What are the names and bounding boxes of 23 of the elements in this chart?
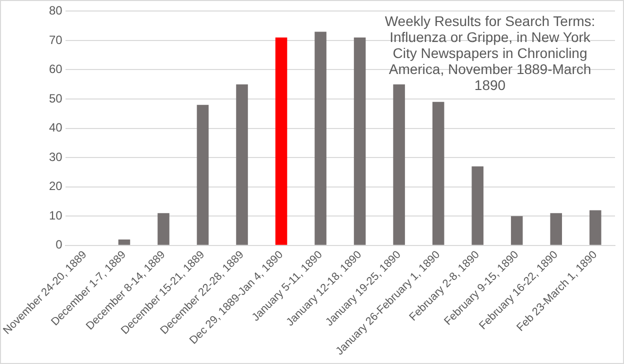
y-tick-label: 40	[48, 120, 63, 135]
bar	[432, 102, 444, 245]
y-tick-label: 20	[48, 179, 63, 194]
bar	[118, 240, 130, 245]
bar	[236, 84, 248, 245]
bar	[196, 104, 209, 245]
bar	[550, 213, 562, 245]
bar	[393, 84, 405, 245]
y-tick-label: 60	[48, 62, 63, 76]
bar	[472, 166, 484, 245]
y-tick-label: 50	[48, 91, 63, 106]
bar	[510, 216, 523, 245]
bar	[314, 32, 326, 245]
bar	[354, 38, 366, 245]
y-tick-label: 30	[48, 150, 63, 164]
text: Weekly Results for Search Terms: Influenza or Grippe, in New York City Newspapers in Chronicling America, November 1889-March 1890	[384, 13, 596, 94]
y-tick-label: 70	[48, 32, 63, 47]
y-tick-label: 0	[56, 238, 63, 252]
bar	[589, 210, 602, 245]
y-tick-label: 80	[48, 4, 63, 18]
bar	[158, 213, 170, 245]
y-tick-label: 10	[48, 208, 63, 222]
bar	[275, 38, 288, 245]
